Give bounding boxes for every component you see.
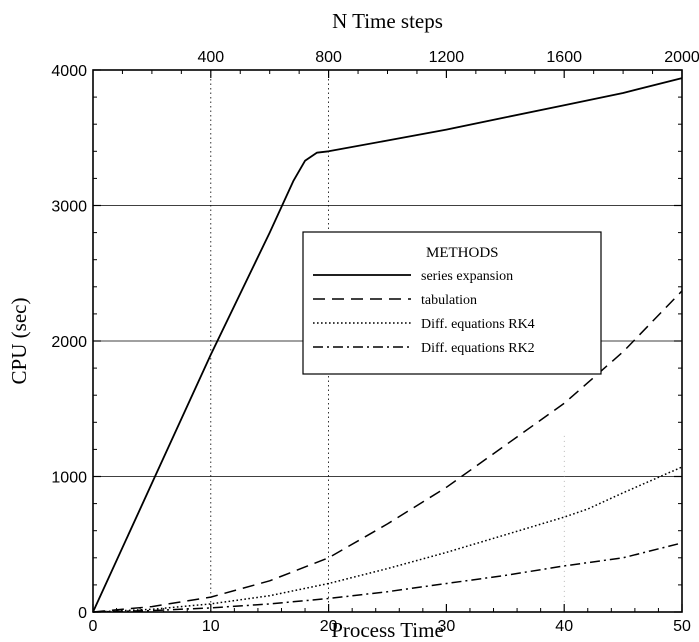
y-tick-label: 4000 — [51, 63, 87, 80]
series-layer — [92, 77, 683, 613]
legend-items: series expansion tabulation Diff. equation… — [313, 269, 535, 356]
series-line-4 — [92, 542, 683, 613]
top-axis-label: N Time steps — [332, 9, 443, 33]
legend-label-4: Diff. equations RK2 — [421, 341, 535, 356]
x-tick-label: 20 — [320, 618, 338, 635]
x-tick-label: 50 — [673, 618, 691, 635]
x-tick-label: 40 — [555, 618, 573, 635]
top-tick-label: 1200 — [429, 49, 465, 66]
y-tick-label: 0 — [78, 605, 87, 622]
legend: METHODS series expansion tabulation Diff. … — [302, 231, 602, 375]
legend-label-3: Diff. equations RK4 — [421, 317, 535, 332]
tick-marks — [92, 69, 683, 613]
top-tick-label: 1600 — [546, 49, 582, 66]
top-tick-label: 2000 — [664, 49, 699, 66]
y-tick-label: 1000 — [51, 470, 87, 487]
x-tick-label: 30 — [438, 618, 456, 635]
series-line-3 — [92, 466, 683, 613]
x-tick-label: 10 — [202, 618, 220, 635]
series-line-2 — [92, 290, 683, 613]
top-tick-label: 800 — [315, 49, 342, 66]
y-tick-label: 2000 — [51, 334, 87, 351]
y-axis-label: CPU (sec) — [7, 298, 31, 385]
top-tick-label: 400 — [197, 49, 224, 66]
legend-label-1: series expansion — [421, 269, 513, 284]
tick-labels: 0 10 20 30 40 50 400 800 1200 1600 2000 0 1000 2000 30… — [51, 49, 699, 635]
series-line-1 — [92, 77, 683, 613]
y-tick-label: 3000 — [51, 199, 87, 216]
legend-label-2: tabulation — [421, 293, 477, 308]
x-tick-label: 0 — [89, 618, 98, 635]
x-axis-label: Process Time — [331, 618, 444, 642]
legend-box — [302, 231, 602, 375]
legend-title: METHODS — [426, 245, 499, 261]
